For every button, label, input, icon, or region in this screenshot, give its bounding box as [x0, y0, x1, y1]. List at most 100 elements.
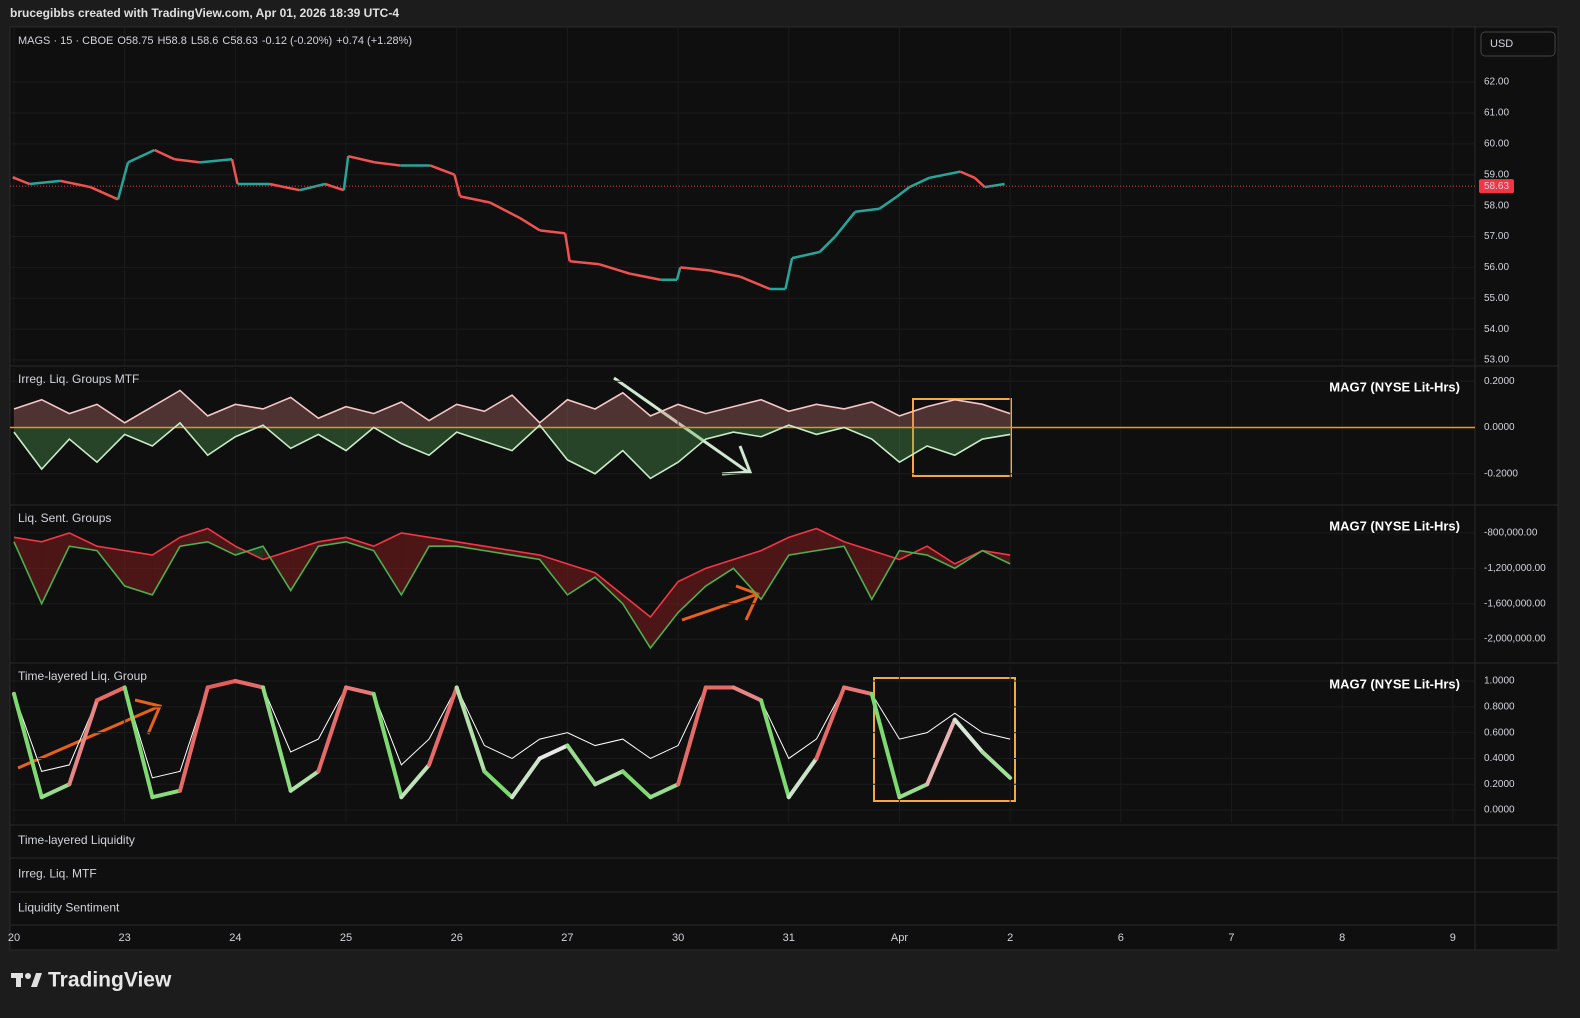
y-tick-label: -1,600,000.00	[1484, 598, 1546, 609]
line-segment	[178, 685, 210, 793]
price-segment	[784, 257, 794, 290]
line-segment	[510, 756, 542, 800]
pane: 53.00 54.00 55.00 56.00 57.00 58.00 59.00 60.00…	[10, 28, 1514, 366]
y-tick-label: 56.00	[1484, 262, 1509, 273]
legend-text: L	[191, 35, 197, 47]
y-tick-label: 0.6000	[1484, 727, 1515, 738]
fill-band	[69, 532, 97, 551]
price-segment	[269, 182, 300, 192]
line-segment	[786, 756, 819, 800]
logo-part	[25, 973, 31, 979]
line-segment	[94, 685, 127, 703]
legend-text: +0.74 (+1.28%)	[336, 35, 412, 47]
price-segment	[739, 275, 771, 291]
price-segment	[675, 267, 682, 281]
x-tick-label: Apr	[891, 932, 908, 944]
line-segment	[399, 762, 432, 800]
fill-band	[41, 532, 70, 604]
fill-band	[124, 550, 153, 595]
line-segment	[842, 685, 874, 696]
y-tick-label: -1,200,000.00	[1484, 563, 1546, 574]
fill-band	[484, 546, 513, 556]
legend-text: 58.6	[197, 35, 218, 47]
pane-label: MAG7 (NYSE Lit-Hrs)	[1329, 676, 1460, 691]
currency-button[interactable]	[1480, 31, 1556, 57]
fill-band	[401, 532, 430, 595]
price-segment	[818, 235, 837, 253]
line-segment	[814, 685, 847, 761]
price-segment	[563, 233, 571, 262]
annotation-box	[912, 398, 1012, 477]
line-segment	[952, 717, 985, 755]
line-segment	[288, 769, 321, 793]
x-tick-label: 6	[1118, 932, 1124, 944]
legend-text: 58.8	[165, 35, 186, 47]
price-segment	[154, 148, 176, 161]
fill-band	[733, 550, 762, 600]
line-segment	[731, 685, 764, 703]
chart-area	[9, 26, 1559, 951]
logo-part	[16, 973, 21, 987]
line	[13, 421, 1011, 480]
y-tick-label: 60.00	[1484, 138, 1509, 149]
pane-label: MAG7 (NYSE Lit-Hrs)	[1329, 379, 1460, 394]
x-tick-label: 9	[1450, 932, 1456, 944]
line-segment	[427, 685, 459, 767]
legend-text: H	[157, 35, 165, 47]
x-tick-label: 20	[8, 932, 20, 944]
fill-band	[373, 532, 402, 595]
collapsed-pane-title: Irreg. Liq. MTF	[18, 867, 97, 881]
line-segment	[39, 782, 72, 800]
annotations	[17, 376, 1016, 802]
price-segment	[174, 158, 201, 164]
price-segment	[878, 195, 898, 210]
y-tick-label: 58.00	[1484, 200, 1509, 211]
currency[interactable]: USD	[1490, 38, 1513, 50]
price-segment	[342, 156, 350, 191]
y-tick-label: -0.2000	[1484, 468, 1518, 479]
pane: 0.0000 0.2000 0.4000 0.6000 0.8000 1.0000 Time…	[10, 662, 1558, 823]
fill-band	[180, 528, 208, 547]
x-tick-label: 30	[672, 932, 684, 944]
price-segment	[347, 154, 376, 164]
line	[13, 389, 1011, 424]
line-segment	[897, 782, 930, 800]
fill-band	[927, 546, 955, 569]
x-tick-label: 31	[783, 932, 795, 944]
price-segment	[13, 176, 30, 186]
y-tick-label: 0.2000	[1484, 779, 1515, 790]
y-tick-label: 0.8000	[1484, 701, 1515, 712]
x-tick-label: 26	[451, 932, 463, 944]
x-tick-label: 25	[340, 932, 352, 944]
line-segment	[759, 698, 791, 800]
line-segment	[122, 685, 155, 800]
x-tick-label: 2	[1007, 932, 1013, 944]
fill-band	[207, 528, 236, 556]
price-segment	[908, 176, 930, 189]
y-tick-label: 0.2000	[1484, 376, 1515, 387]
y-tick-label: -2,000,000.00	[1484, 634, 1546, 645]
legend-text: -0.12 (-0.20%)	[262, 35, 332, 47]
price-segment	[199, 158, 233, 164]
logo-part	[31, 973, 42, 987]
price-segment	[519, 216, 541, 232]
price-segment	[680, 266, 711, 272]
line-segment	[454, 685, 487, 774]
line-segment	[648, 782, 681, 800]
y-tick-label: 0.4000	[1484, 753, 1515, 764]
legend-text: C	[222, 35, 230, 47]
y-tick-label: 59.00	[1484, 169, 1509, 180]
line-segment	[371, 691, 404, 800]
line-segment	[150, 788, 183, 800]
line-segment	[67, 698, 99, 787]
price-segment	[984, 182, 1005, 189]
price-segment	[489, 201, 521, 220]
pane-title: Time-layered Liq. Group	[18, 669, 147, 683]
annotation-arrow	[613, 376, 749, 474]
price-segment	[599, 263, 630, 275]
x-tick-label: 23	[119, 932, 131, 944]
line-segment	[205, 679, 238, 690]
price-segment	[959, 170, 976, 179]
price-segment	[855, 207, 880, 214]
